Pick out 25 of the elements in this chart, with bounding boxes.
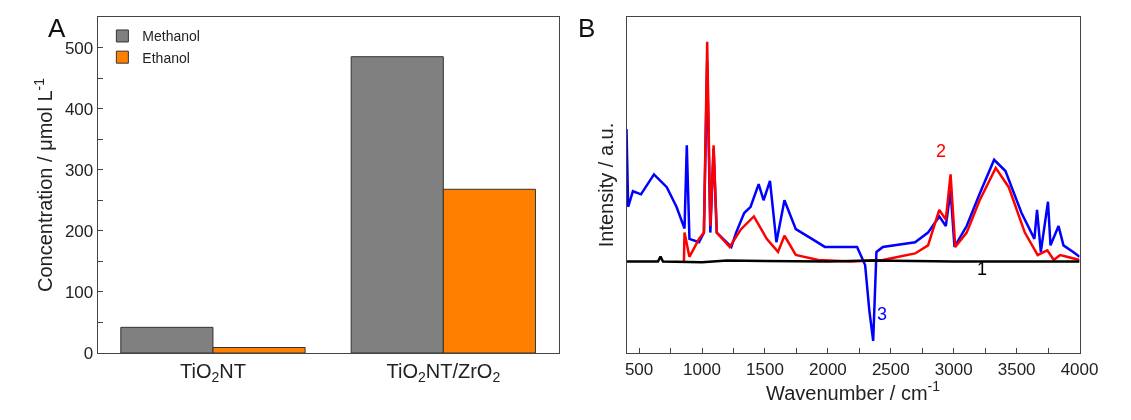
y-axis-title: Intensity / a.u. [594,122,617,248]
legend-label: Ethanol [142,49,190,66]
x-tick-label: 1000 [683,359,721,379]
y-tick-label: 500 [64,38,94,58]
y-tick-label: 300 [64,160,94,180]
x-tick-label: TiO$_{2}$NT [179,360,246,386]
annotation: 2 [936,141,947,161]
x-tick-label: TiO$_{2}$NT/ZrO$_{2}$ [386,360,501,386]
y-tick-label: 100 [64,282,94,302]
x-tick-label: 4000 [1060,359,1099,379]
chart-title: A [48,13,66,43]
x-tick-label: 2000 [808,359,847,379]
annotation: 3 [877,304,888,324]
y-tick-label: 400 [64,99,94,119]
x-axis-title: Wavenumber / cm$^{-1}$ [766,378,941,404]
x-tick-label: 500 [624,359,654,379]
x-tick-label: 3000 [934,359,973,379]
x-tick-label: 1500 [746,359,784,379]
annotation: 1 [977,259,988,279]
legend-label: Methanol [142,28,200,45]
y-tick-label: 0 [83,343,94,363]
chart-title: B [578,13,596,43]
x-tick-label: 2500 [871,359,910,379]
y-tick-label: 200 [64,221,94,241]
x-tick-label: 3500 [997,359,1036,379]
